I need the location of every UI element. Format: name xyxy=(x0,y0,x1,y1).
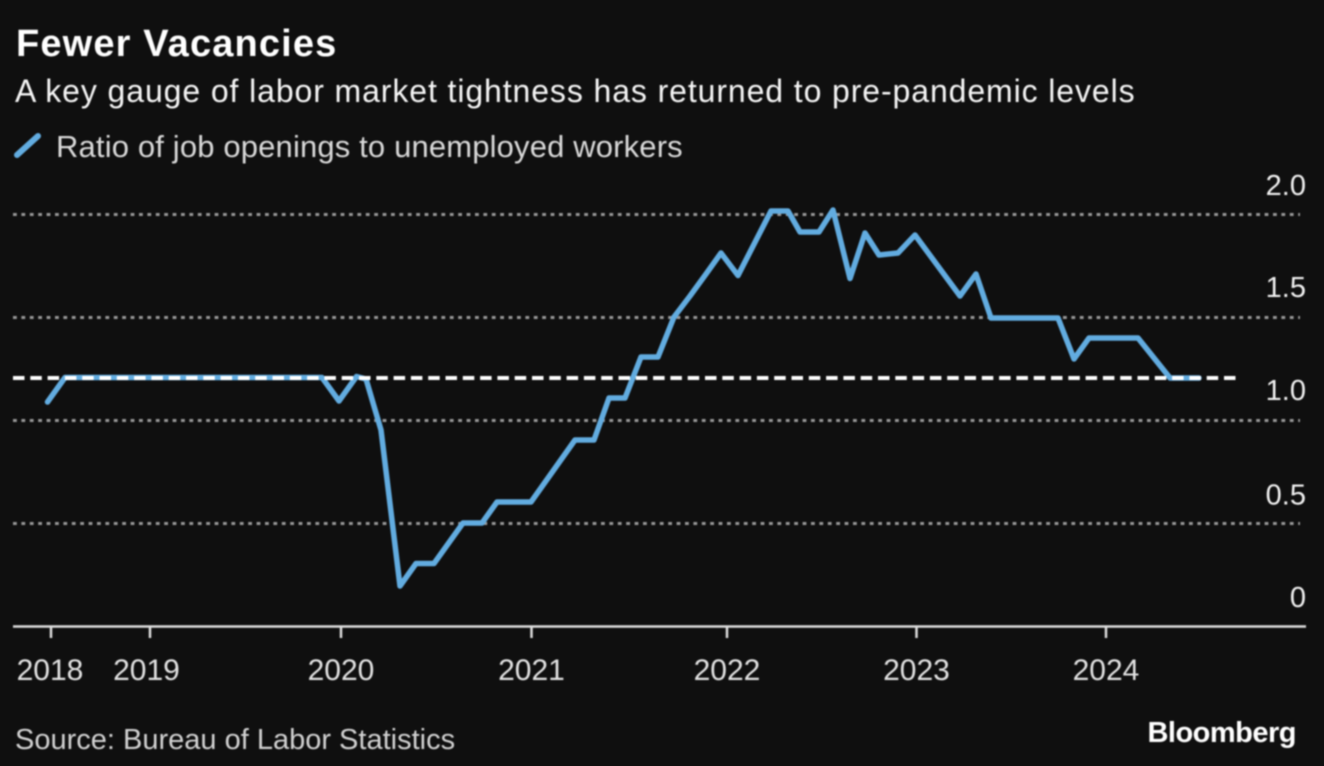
svg-text:2023: 2023 xyxy=(883,654,950,687)
svg-text:1.0: 1.0 xyxy=(1266,375,1306,407)
svg-text:2024: 2024 xyxy=(1073,654,1140,687)
svg-text:1.5: 1.5 xyxy=(1266,272,1306,304)
svg-text:0: 0 xyxy=(1290,582,1306,614)
svg-text:0.5: 0.5 xyxy=(1266,480,1306,512)
svg-text:2020: 2020 xyxy=(308,654,375,687)
svg-text:Source: Bureau of Labor Statis: Source: Bureau of Labor Statistics xyxy=(15,724,455,756)
svg-text:2018: 2018 xyxy=(17,654,84,687)
svg-text:Bloomberg: Bloomberg xyxy=(1147,717,1296,749)
svg-text:2022: 2022 xyxy=(694,654,761,687)
svg-text:2.0: 2.0 xyxy=(1266,170,1306,202)
svg-text:2021: 2021 xyxy=(498,654,565,687)
svg-text:2019: 2019 xyxy=(113,654,180,687)
